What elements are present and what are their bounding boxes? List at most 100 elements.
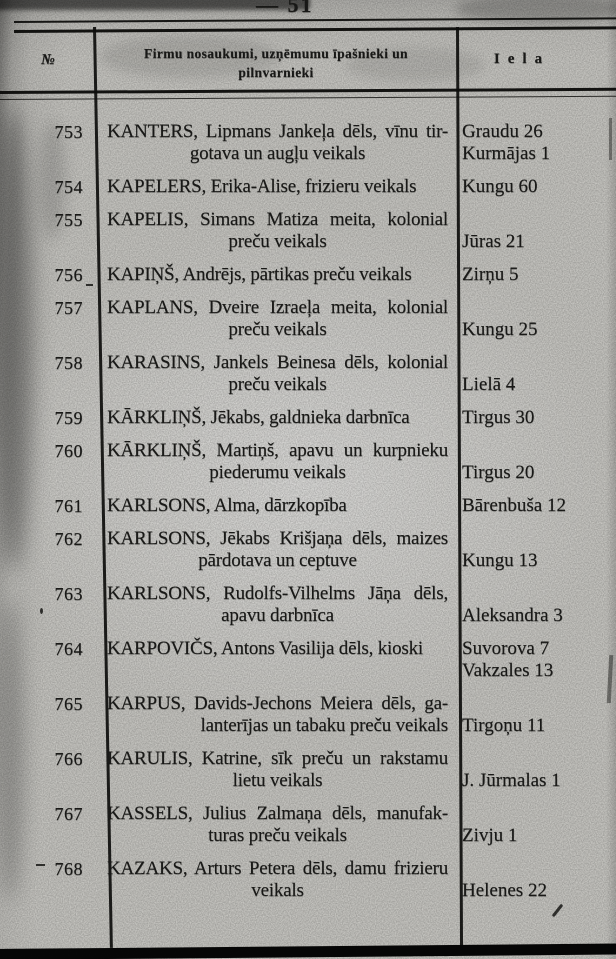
entry-description: KARPUS, Davids-Jechons Meiera dēls, ga- … [88,693,455,737]
description-line-1: KARPOVIČS, Antons Vasilija dēls, kioski [107,638,423,659]
table-row: 764 KARPOVIČS, Antons Vasilija dēls, kio… [0,638,616,682]
address-line-1: Jūras 21 [462,231,525,252]
entry-number: 766 [54,749,83,769]
address-line-1: Tirgus 30 [462,407,535,428]
entry-number: 764 [54,639,83,659]
address-line-1: Aleksandra 3 [462,605,563,626]
address-line-1: J. Jūrmalas 1 [462,770,561,791]
address-line-1: Kungu 60 [462,176,538,197]
entry-description: KAPELERS, Erika-Alise, frizieru veikals [88,176,455,198]
entry-number: 756 [54,265,83,285]
table-row: 753 KANTERS, Lipmans Jankeļa dēls, vīnu … [0,121,616,165]
entry-address: Jūras 21 [455,231,616,253]
entry-address: Bārenbuša 12 [455,495,616,517]
entry-description: KANTERS, Lipmans Jankeļa dēls, vīnu tir-… [88,121,455,165]
table-row: 766 KARULIS, Katrine, sīk preču un rakst… [0,748,616,792]
description-line-1: KAZAKS, Arturs Petera dēls, damu frizier… [107,858,448,879]
description-line-2: lietu veikals [232,770,323,791]
entry-address: Lielā 4 [455,374,616,396]
entry-description: KĀRKLIŅŠ, Martiņš, apavu un kurpnieku pi… [88,440,455,484]
entry-number: 753 [54,122,83,142]
address-line-2: Kurmājas 1 [462,143,551,164]
entry-address: Tirgoņu 11 [455,715,616,737]
entry-number: 763 [54,584,83,604]
column-header-firms-line2: pilnvarnieki [238,65,314,80]
description-line-1: KARLSONS, Rudolfs-Vilhelms Jāņa dēls, [107,583,448,604]
column-header-number: № [41,52,55,68]
entry-address: Zirņu 5 [455,264,616,286]
page-number: — 51 [256,0,314,17]
table-row: 754 KAPELERS, Erika-Alise, frizieru veik… [0,176,616,198]
entry-address: Kungu 25 [455,319,616,341]
entry-description: KAZAKS, Arturs Petera dēls, damu frizier… [88,858,455,902]
entry-description: KARLSONS, Alma, dārzkopība [88,495,455,517]
entry-description: KARPOVIČS, Antons Vasilija dēls, kioski [88,638,455,660]
address-line-1: Suvorova 7 [462,638,550,659]
description-line-1: KARULIS, Katrine, sīk preču un rakstamu [107,748,448,769]
column-header-firms-line1: Firmu nosaukumi, uzņēmumu īpašnieki un [144,46,408,61]
address-line-1: Zivju 1 [462,825,518,846]
entry-description: KARULIS, Katrine, sīk preču un rakstamu … [88,748,455,792]
entry-address: Helenes 22 [455,880,616,902]
page-bottom-edge [0,943,616,959]
description-line-1: KAPELIS, Simans Matiza meita, kolonial [107,209,448,230]
entry-description: KARLSONS, Rudolfs-Vilhelms Jāņa dēls, ap… [88,583,455,627]
entry-address: J. Jūrmalas 1 [455,770,616,792]
table-row: 755 KAPELIS, Simans Matiza meita, koloni… [0,209,616,253]
entry-address: Tirgus 20 [455,462,616,484]
entry-number: 761 [54,496,83,516]
entry-description: KAPELIS, Simans Matiza meita, kolonial p… [88,209,455,253]
description-line-1: KAPELERS, Erika-Alise, frizieru veikals [107,176,417,197]
address-line-1: Kungu 13 [462,550,538,571]
address-line-1: Kungu 25 [462,319,538,340]
entry-description: KAPLANS, Dveire Izraeļa meita, kolonial … [88,297,455,341]
entry-number: 767 [54,804,83,824]
description-line-2: gotava un augļu veikals [189,143,366,164]
table-row: 759 KĀRKLIŅŠ, Jēkabs, galdnieka darbnīca… [0,407,616,429]
table-top-border [13,17,616,33]
table-row: 765 KARPUS, Davids-Jechons Meiera dēls, … [0,693,616,737]
entry-description: KĀRKLIŅŠ, Jēkabs, galdnieka darbnīca [88,407,455,429]
address-line-2: Vakzales 13 [462,660,554,681]
table-row: 758 KARASINS, Jankels Beinesa dēls, kolo… [0,352,616,396]
entry-number: 768 [54,859,83,879]
entry-number: 760 [54,441,83,461]
entry-number: 755 [54,210,83,230]
description-line-1: KASSELS, Julius Zalmaņa dēls, manufak- [107,803,448,824]
entry-number: 758 [54,353,83,373]
entry-address: Kungu 13 [455,550,616,572]
description-line-2: lanterījas un tabaku preču veikals [200,715,449,736]
description-line-1: KARLSONS, Alma, dārzkopība [107,495,347,516]
entry-number: 759 [54,408,83,428]
entry-number: 762 [54,529,83,549]
entry-description: KARASINS, Jankels Beinesa dēls, kolonial… [88,352,455,396]
table-row: 767 KASSELS, Julius Zalmaņa dēls, manufa… [0,803,616,847]
table-row: 762 KARLSONS, Jēkabs Krišjaņa dēls, maiz… [0,528,616,572]
description-line-1: KARPUS, Davids-Jechons Meiera dēls, ga- [107,693,448,714]
column-header-firms: Firmu nosaukumi, uzņēmumu īpašnieki un p… [100,44,452,82]
address-line-1: Tirgoņu 11 [462,715,546,736]
entry-description: KAPIŅŠ, Andrējs, pārtikas preču veikals [88,264,455,286]
address-line-1: Tirgus 20 [462,462,535,483]
entry-number: 754 [54,177,83,197]
entry-description: KARLSONS, Jēkabs Krišjaņa dēls, maizes p… [88,528,455,572]
address-line-1: Lielā 4 [462,374,516,395]
table-row: 756 KAPIŅŠ, Andrējs, pārtikas preču veik… [0,264,616,286]
description-line-1: KAPIŅŠ, Andrējs, pārtikas preču veikals [107,264,412,285]
description-line-1: KAPLANS, Dveire Izraeļa meita, kolonial [107,297,448,318]
description-line-2: veikals [251,880,304,901]
description-line-1: KĀRKLIŅŠ, Jēkabs, galdnieka darbnīca [107,407,410,428]
table-row: 768 KAZAKS, Arturs Petera dēls, damu fri… [0,858,616,902]
entry-address: Suvorova 7 Vakzales 13 [455,638,616,682]
column-header-street: Iela [493,51,551,67]
address-line-1: Bārenbuša 12 [462,495,566,516]
description-line-1: KARLSONS, Jēkabs Krišjaņa dēls, maizes [107,528,448,549]
address-line-1: Zirņu 5 [462,264,519,285]
entry-address: Tirgus 30 [455,407,616,429]
scan-artifact [551,903,564,918]
address-line-1: Graudu 26 [462,121,543,142]
table-row: 757 KAPLANS, Dveire Izraeļa meita, kolon… [0,297,616,341]
description-line-2: apavu darbnīca [221,605,334,626]
entry-description: KASSELS, Julius Zalmaņa dēls, manufak- t… [88,803,455,847]
